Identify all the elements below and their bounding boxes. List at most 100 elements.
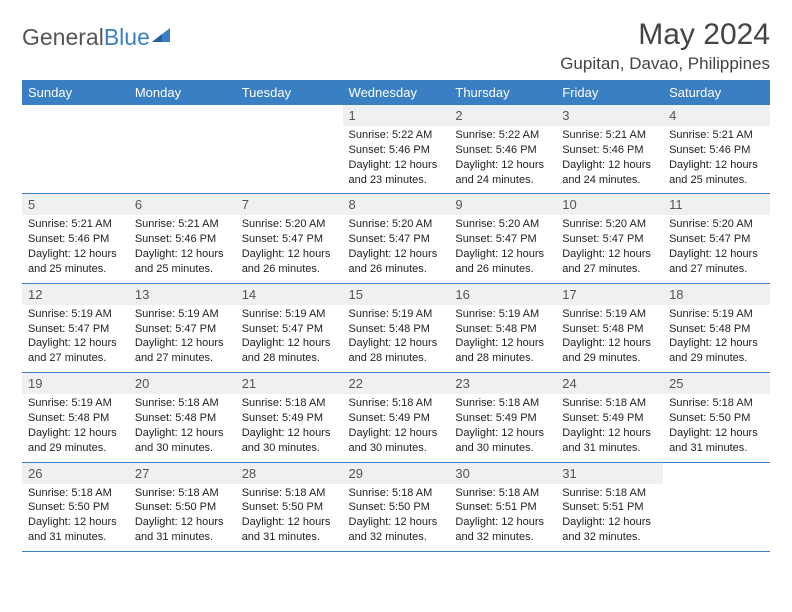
sunset-text: Sunset: 5:50 PM (349, 500, 444, 515)
calendar-week-row: 19Sunrise: 5:19 AMSunset: 5:48 PMDayligh… (22, 373, 770, 462)
daylight-text: Daylight: 12 hours and 30 minutes. (135, 426, 230, 456)
daylight-text: Daylight: 12 hours and 32 minutes. (455, 515, 550, 545)
day-info: Sunrise: 5:18 AMSunset: 5:51 PMDaylight:… (556, 484, 663, 551)
day-info: Sunrise: 5:19 AMSunset: 5:48 PMDaylight:… (22, 394, 129, 461)
sunrise-text: Sunrise: 5:21 AM (562, 128, 657, 143)
day-info: Sunrise: 5:18 AMSunset: 5:49 PMDaylight:… (449, 394, 556, 461)
day-number: 27 (129, 463, 236, 484)
day-info: Sunrise: 5:19 AMSunset: 5:48 PMDaylight:… (449, 305, 556, 372)
daylight-text: Daylight: 12 hours and 28 minutes. (349, 336, 444, 366)
day-info: Sunrise: 5:18 AMSunset: 5:50 PMDaylight:… (236, 484, 343, 551)
daylight-text: Daylight: 12 hours and 24 minutes. (562, 158, 657, 188)
daylight-text: Daylight: 12 hours and 27 minutes. (562, 247, 657, 277)
day-number: 10 (556, 194, 663, 215)
daylight-text: Daylight: 12 hours and 23 minutes. (349, 158, 444, 188)
calendar-day-cell: 31Sunrise: 5:18 AMSunset: 5:51 PMDayligh… (556, 462, 663, 551)
day-info: Sunrise: 5:18 AMSunset: 5:50 PMDaylight:… (129, 484, 236, 551)
sunset-text: Sunset: 5:49 PM (242, 411, 337, 426)
sunrise-text: Sunrise: 5:20 AM (455, 217, 550, 232)
sunset-text: Sunset: 5:49 PM (562, 411, 657, 426)
day-info: Sunrise: 5:18 AMSunset: 5:50 PMDaylight:… (343, 484, 450, 551)
sunset-text: Sunset: 5:49 PM (349, 411, 444, 426)
sunset-text: Sunset: 5:47 PM (242, 322, 337, 337)
day-info: Sunrise: 5:19 AMSunset: 5:48 PMDaylight:… (663, 305, 770, 372)
day-number: 3 (556, 105, 663, 126)
sunrise-text: Sunrise: 5:19 AM (28, 307, 123, 322)
day-number (663, 463, 770, 484)
day-info: Sunrise: 5:18 AMSunset: 5:50 PMDaylight:… (22, 484, 129, 551)
sunrise-text: Sunrise: 5:19 AM (242, 307, 337, 322)
sunrise-text: Sunrise: 5:18 AM (135, 396, 230, 411)
sunset-text: Sunset: 5:47 PM (349, 232, 444, 247)
daylight-text: Daylight: 12 hours and 26 minutes. (242, 247, 337, 277)
day-number: 19 (22, 373, 129, 394)
brand-arrow-icon (152, 26, 174, 49)
sunset-text: Sunset: 5:51 PM (562, 500, 657, 515)
sunrise-text: Sunrise: 5:19 AM (349, 307, 444, 322)
calendar-day-cell: 17Sunrise: 5:19 AMSunset: 5:48 PMDayligh… (556, 283, 663, 372)
calendar-day-cell: 5Sunrise: 5:21 AMSunset: 5:46 PMDaylight… (22, 194, 129, 283)
calendar-day-cell: 29Sunrise: 5:18 AMSunset: 5:50 PMDayligh… (343, 462, 450, 551)
calendar-day-cell: 1Sunrise: 5:22 AMSunset: 5:46 PMDaylight… (343, 105, 450, 194)
sunrise-text: Sunrise: 5:21 AM (135, 217, 230, 232)
daylight-text: Daylight: 12 hours and 30 minutes. (455, 426, 550, 456)
sunset-text: Sunset: 5:47 PM (135, 322, 230, 337)
calendar-day-cell: 28Sunrise: 5:18 AMSunset: 5:50 PMDayligh… (236, 462, 343, 551)
title-block: May 2024 Gupitan, Davao, Philippines (560, 18, 770, 74)
daylight-text: Daylight: 12 hours and 28 minutes. (455, 336, 550, 366)
sunset-text: Sunset: 5:47 PM (562, 232, 657, 247)
day-info (129, 126, 236, 184)
day-number: 22 (343, 373, 450, 394)
sunrise-text: Sunrise: 5:18 AM (455, 396, 550, 411)
day-number: 12 (22, 284, 129, 305)
sunrise-text: Sunrise: 5:18 AM (135, 486, 230, 501)
day-number: 16 (449, 284, 556, 305)
calendar-day-cell: 22Sunrise: 5:18 AMSunset: 5:49 PMDayligh… (343, 373, 450, 462)
weekday-header: Friday (556, 80, 663, 105)
sunset-text: Sunset: 5:51 PM (455, 500, 550, 515)
day-info: Sunrise: 5:21 AMSunset: 5:46 PMDaylight:… (129, 215, 236, 282)
calendar-day-cell (663, 462, 770, 551)
weekday-header: Saturday (663, 80, 770, 105)
day-info: Sunrise: 5:19 AMSunset: 5:47 PMDaylight:… (129, 305, 236, 372)
sunrise-text: Sunrise: 5:18 AM (562, 486, 657, 501)
calendar-day-cell (129, 105, 236, 194)
sunset-text: Sunset: 5:46 PM (455, 143, 550, 158)
location-text: Gupitan, Davao, Philippines (560, 54, 770, 74)
day-number: 2 (449, 105, 556, 126)
daylight-text: Daylight: 12 hours and 28 minutes. (242, 336, 337, 366)
daylight-text: Daylight: 12 hours and 31 minutes. (28, 515, 123, 545)
brand-part2: Blue (104, 24, 150, 50)
calendar-day-cell: 8Sunrise: 5:20 AMSunset: 5:47 PMDaylight… (343, 194, 450, 283)
daylight-text: Daylight: 12 hours and 31 minutes. (242, 515, 337, 545)
calendar-day-cell: 14Sunrise: 5:19 AMSunset: 5:47 PMDayligh… (236, 283, 343, 372)
daylight-text: Daylight: 12 hours and 24 minutes. (455, 158, 550, 188)
day-info: Sunrise: 5:20 AMSunset: 5:47 PMDaylight:… (343, 215, 450, 282)
calendar-week-row: 5Sunrise: 5:21 AMSunset: 5:46 PMDaylight… (22, 194, 770, 283)
sunset-text: Sunset: 5:46 PM (562, 143, 657, 158)
sunrise-text: Sunrise: 5:19 AM (28, 396, 123, 411)
sunset-text: Sunset: 5:46 PM (349, 143, 444, 158)
sunset-text: Sunset: 5:48 PM (28, 411, 123, 426)
daylight-text: Daylight: 12 hours and 30 minutes. (349, 426, 444, 456)
sunrise-text: Sunrise: 5:19 AM (135, 307, 230, 322)
day-info: Sunrise: 5:20 AMSunset: 5:47 PMDaylight:… (663, 215, 770, 282)
day-number: 31 (556, 463, 663, 484)
weekday-header: Monday (129, 80, 236, 105)
calendar-week-row: 1Sunrise: 5:22 AMSunset: 5:46 PMDaylight… (22, 105, 770, 194)
sunset-text: Sunset: 5:46 PM (669, 143, 764, 158)
daylight-text: Daylight: 12 hours and 25 minutes. (28, 247, 123, 277)
sunset-text: Sunset: 5:47 PM (28, 322, 123, 337)
daylight-text: Daylight: 12 hours and 31 minutes. (669, 426, 764, 456)
sunrise-text: Sunrise: 5:20 AM (669, 217, 764, 232)
day-number: 6 (129, 194, 236, 215)
day-info: Sunrise: 5:18 AMSunset: 5:50 PMDaylight:… (663, 394, 770, 461)
sunrise-text: Sunrise: 5:22 AM (349, 128, 444, 143)
calendar-table: SundayMondayTuesdayWednesdayThursdayFrid… (22, 80, 770, 552)
weekday-header: Tuesday (236, 80, 343, 105)
day-number: 29 (343, 463, 450, 484)
calendar-day-cell: 3 Sunrise: 5:21 AMSunset: 5:46 PMDaylight… (556, 105, 663, 194)
sunrise-text: Sunrise: 5:22 AM (455, 128, 550, 143)
calendar-day-cell: 12Sunrise: 5:19 AMSunset: 5:47 PMDayligh… (22, 283, 129, 372)
sunset-text: Sunset: 5:47 PM (455, 232, 550, 247)
